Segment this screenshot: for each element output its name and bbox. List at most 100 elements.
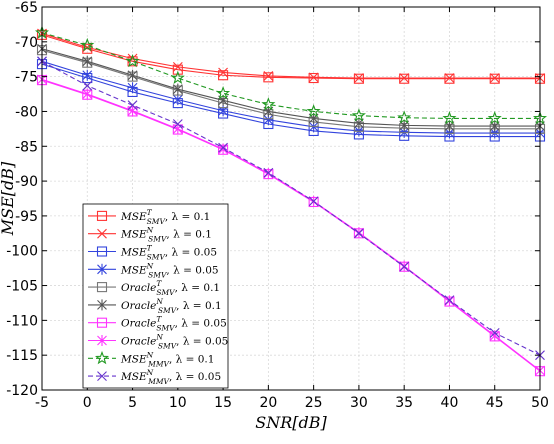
series-9 [34,25,548,125]
x-tick-label: 5 [128,395,137,411]
data-point [487,111,502,125]
data-point [399,261,410,272]
data-point [489,328,500,338]
data-point [397,110,412,124]
y-tick-label: -100 [6,244,38,260]
data-point [444,73,455,84]
data-point [261,97,276,111]
legend-label: MSET SMV, λ = 0.1 [120,208,210,226]
data-point [125,53,140,68]
legend-label: OracleT SMV, λ = 0.05 [121,315,227,333]
data-point [218,70,229,81]
data-point [399,73,410,83]
data-point [489,330,500,342]
data-point [308,72,319,83]
legend-entry-4: MSEN SMV, λ = 0.05 [88,261,219,279]
legend-entry-1: MSET SMV, λ = 0.1 [88,208,210,226]
series-line [41,78,541,371]
legend-label: MSET SMV, λ = 0.05 [120,244,217,262]
x-tick-label: 15 [214,395,232,411]
data-point [263,71,274,81]
series-line [41,34,540,80]
legend-marker [97,371,107,381]
data-point [218,142,228,153]
data-point [218,143,228,155]
legend-marker [96,317,108,328]
plot-frame [41,6,541,391]
legend-marker [97,263,107,275]
y-tick-label: -65 [15,0,38,16]
legend-marker [96,210,108,221]
y-tick-label: -75 [15,70,38,86]
legend-label: MSEN MMV, λ = 0.1 [120,350,214,368]
axis-ticks: -5 0 5 10 15 20 25 30 35 40 45 50 -65 -70 -75 -80 -85 -90… [6,0,549,411]
legend-entry-2: MSEN SMV, λ = 0.1 [88,226,212,244]
legend-entry-3: MSET SMV, λ = 0.05 [88,244,217,262]
x-tick-label: 30 [350,395,368,411]
data-point [127,82,138,94]
data-point [308,196,319,207]
series-1 [36,29,546,84]
legend-marker [96,282,108,293]
x-tick-label: 50 [531,395,549,411]
data-point [444,295,455,306]
y-tick-label: -110 [6,313,38,329]
y-tick-label: -105 [6,279,38,295]
series-line [41,32,540,119]
legend-label: OracleN SMV, λ = 0.1 [121,297,222,315]
x-tick-label: 0 [83,395,92,411]
data-point [353,73,364,84]
data-point [263,167,274,178]
y-tick-label: -70 [15,35,38,51]
x-tick-label: 20 [259,395,277,411]
data-point [80,37,95,52]
data-point [489,73,500,84]
data-point [172,94,183,106]
series-line [41,48,540,127]
data-point [306,104,321,118]
legend-entry-7: OracleT SMV, λ = 0.05 [88,315,227,333]
y-tick-label: -95 [15,209,38,225]
series-line [41,60,540,134]
data-point [172,119,183,129]
x-tick-label: -5 [35,395,49,411]
x-tick-label: 25 [305,395,323,411]
data-point [172,61,183,72]
data-point [218,67,228,78]
data-point [399,73,410,84]
data-point [489,73,500,83]
x-tick-label: 10 [169,395,187,411]
legend-entry-5: OracleT SMV, λ = 0.1 [88,279,220,297]
y-tick-label: -120 [6,383,38,399]
legend-label: MSEN MMV, λ = 0.05 [120,368,221,386]
x-tick-label: 40 [441,395,459,411]
data-point [82,69,93,81]
y-tick-label: -80 [15,104,38,120]
legend-label: OracleT SMV, λ = 0.1 [121,279,220,297]
series-2 [37,28,545,83]
legend-marker [97,299,107,311]
x-tick-label: 45 [486,395,504,411]
data-point [82,80,93,91]
data-point [216,85,231,100]
legend-entry-9: MSEN MMV, λ = 0.1 [88,350,214,368]
data-point [354,73,364,83]
legend-marker [97,228,107,239]
legend-entry-8: OracleN SMV, λ = 0.05 [88,333,228,351]
series-line [41,60,541,356]
legend-entry-10: MSEN MMV, λ = 0.05 [88,368,221,386]
y-tick-label: -85 [15,139,38,155]
y-tick-label: -90 [15,174,38,190]
x-tick-label: 35 [395,395,413,411]
legend-label: MSEN SMV, λ = 0.05 [120,261,219,279]
series-line [41,63,540,138]
x-axis-label: SNR[dB] [255,413,327,432]
legend-label: OracleN SMV, λ = 0.05 [121,333,228,351]
legend-marker [94,350,110,365]
series-line [41,32,540,79]
data-point [354,228,364,239]
data-point [82,88,93,100]
data-point [172,64,183,75]
